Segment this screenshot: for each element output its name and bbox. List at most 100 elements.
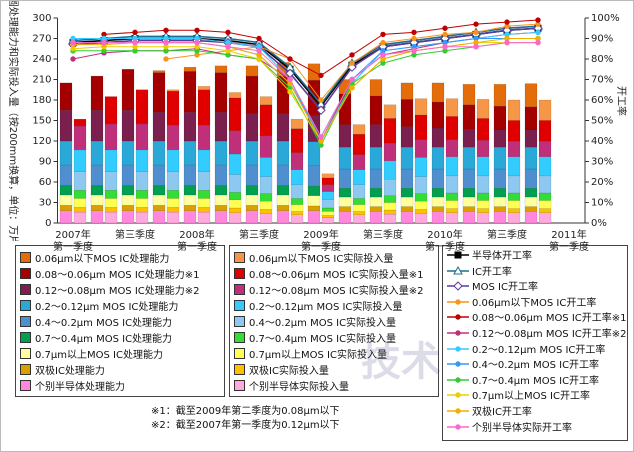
bar-segment <box>259 193 273 202</box>
bar-segment <box>431 206 445 212</box>
bar-segment <box>369 79 383 97</box>
legend-marker <box>455 377 461 383</box>
point <box>473 29 479 36</box>
bar-segment <box>290 118 304 129</box>
bar-segment <box>183 205 197 211</box>
bar-segment <box>369 206 383 212</box>
bar-segment <box>152 194 166 206</box>
bar-segment <box>59 205 73 211</box>
legend-item: 0.2～0.12μm MOS IC开工率 <box>447 344 605 358</box>
bar-segment <box>352 184 366 199</box>
point <box>535 29 541 36</box>
bar-segment <box>476 212 490 224</box>
bar-segment <box>104 189 118 199</box>
bar-segment <box>166 198 180 208</box>
legend-swatch <box>234 268 245 279</box>
legend-swatch <box>234 364 245 375</box>
bar-segment <box>290 198 304 205</box>
x-tick-label: 2010年 第一季度 <box>425 230 465 253</box>
x-tick-label: 2011年 第一季度 <box>549 230 589 253</box>
y2-tick-label: 20% <box>591 177 613 188</box>
bar-segment <box>445 192 459 201</box>
bar-segment <box>214 72 228 113</box>
bar-segment <box>400 146 414 170</box>
bar-segment <box>383 213 397 224</box>
bar-segment <box>338 168 352 189</box>
bar-segment <box>321 211 335 216</box>
bar-segment <box>400 196 414 207</box>
bar-segment <box>59 140 73 166</box>
bar-segment <box>152 112 166 142</box>
bar-segment <box>166 125 180 151</box>
bar-segment <box>73 198 87 208</box>
rate-line <box>103 19 539 76</box>
legend-swatch <box>20 316 31 327</box>
bar-segment <box>538 140 552 157</box>
bar-segment <box>104 96 118 125</box>
bar-segment <box>476 192 490 201</box>
bar-segment <box>352 198 366 205</box>
legend-item: 0.08～0.06μm MOS IC实际投入量※1 <box>234 268 424 282</box>
bar-segment <box>73 125 87 151</box>
bar-segment <box>135 211 149 224</box>
bar-segment <box>493 187 507 198</box>
bar-segment <box>476 156 490 177</box>
legend-item: 双极IC实际投入量 <box>234 364 329 378</box>
bar-segment <box>462 84 476 105</box>
legend-item: 个别半导体实际投入量 <box>234 380 349 394</box>
legend-label: 双极IC开工率 <box>472 407 532 418</box>
legend-line <box>447 392 469 399</box>
bar-segment <box>73 189 87 199</box>
bar-segment <box>307 185 321 196</box>
note: ※1：截至2009年第二季度为0.08μm以下 <box>151 406 340 417</box>
legend-marker <box>455 423 461 430</box>
bar-segment <box>183 210 197 224</box>
bar-segment <box>90 194 104 206</box>
bar-segment <box>507 99 521 121</box>
bar-segment <box>259 213 273 224</box>
bar-segment <box>166 211 180 224</box>
legend-label: 0.08～0.06μm MOS IC处理能力※1 <box>35 270 200 281</box>
bar-segment <box>290 204 304 212</box>
point <box>411 29 417 36</box>
bar-segment <box>276 164 290 186</box>
bar-segment <box>476 99 490 119</box>
bar-segment <box>135 198 149 208</box>
legend-label: 双极IC实际投入量 <box>249 366 329 377</box>
bar-segment <box>476 175 490 194</box>
legend-item: 0.7μm以上MOS IC处理能力 <box>20 348 163 362</box>
point <box>287 89 293 95</box>
bar-segment <box>166 149 180 172</box>
legend-line <box>447 281 469 291</box>
bar-segment <box>290 184 304 199</box>
bar-segment <box>59 82 73 111</box>
bar-segment <box>338 211 352 224</box>
bar-segment <box>104 149 118 172</box>
legend-item: 0.7μm以上MOS IC实际投入量 <box>234 348 387 362</box>
bar-segment <box>538 212 552 224</box>
bar-segment <box>228 153 242 175</box>
y2-tick-label: 60% <box>591 95 613 106</box>
y-tick-label: 270 <box>32 34 51 45</box>
legend-marker <box>455 299 461 305</box>
legend-label: IC开工率 <box>472 266 512 278</box>
bar-segment <box>183 112 197 142</box>
legend-label: 0.7μm以上MOS IC开工率 <box>472 391 590 403</box>
bar-segment <box>493 105 507 131</box>
legend-marker <box>455 361 461 367</box>
point <box>442 25 448 31</box>
legend-item: 个别半导体实际开工率 <box>447 422 572 436</box>
bar-segment <box>414 209 428 214</box>
bar-segment <box>352 133 366 155</box>
point <box>287 76 293 83</box>
x-tick-label: 第三季度 <box>487 230 527 241</box>
legend-item: 0.08～0.06μm MOS IC处理能力※1 <box>20 268 200 282</box>
bar-segment <box>369 168 383 189</box>
point <box>504 19 510 25</box>
x-tick-label: 2008年 第一季度 <box>177 230 217 253</box>
bar-segment <box>90 110 104 142</box>
bar-segment <box>290 211 304 215</box>
legend-swatch <box>20 300 31 311</box>
legend-item: 0.7～0.4μm MOS IC实际投入量 <box>234 332 396 346</box>
legend-item: IC开工率 <box>447 265 512 280</box>
